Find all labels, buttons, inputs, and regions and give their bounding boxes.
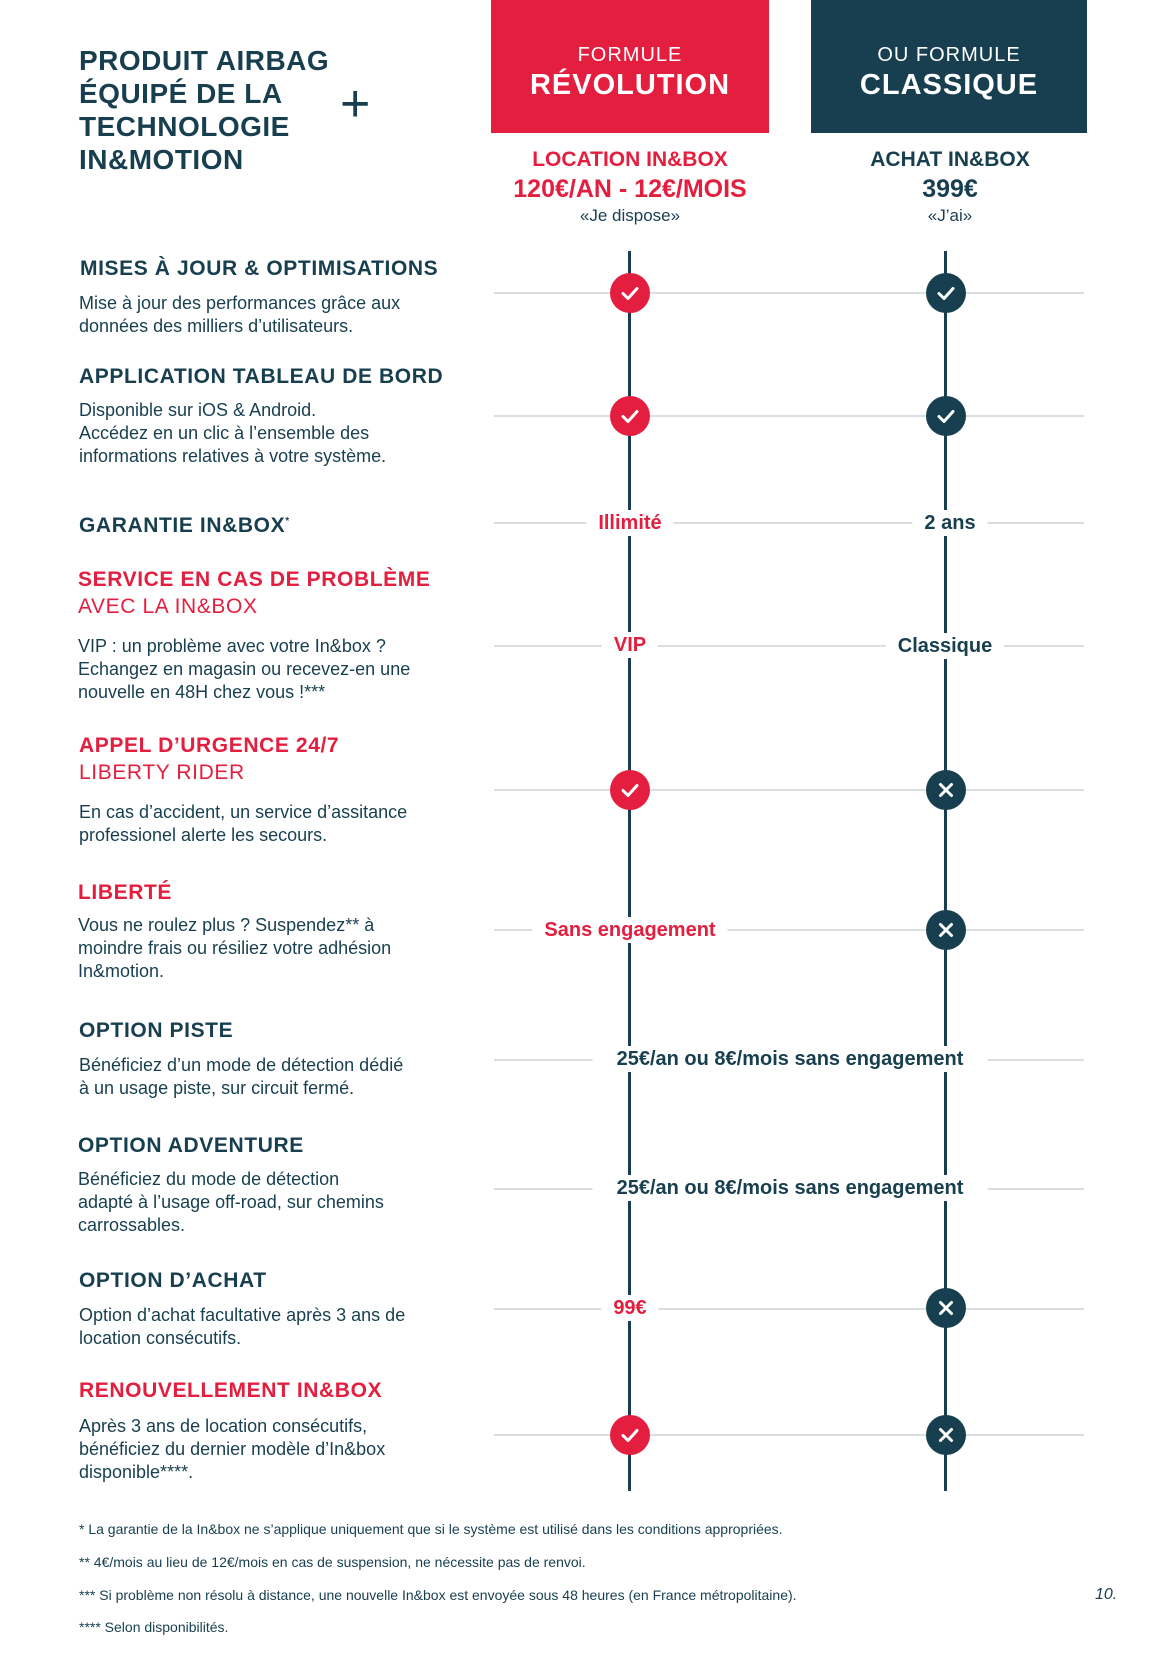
classique-price: 399€	[922, 175, 978, 203]
row-emergency-subtitle: LIBERTY RIDER	[79, 761, 245, 784]
revolution-price: 120€/AN - 12€/MOIS	[513, 175, 747, 203]
formule-revolution-name: RÉVOLUTION	[529, 68, 731, 101]
page-number: 10.	[1095, 1586, 1118, 1603]
classique-offer: ACHAT IN&BOX 399€ «J’ai»	[790, 146, 1110, 228]
check-circle-icon	[926, 396, 966, 436]
row-liberty-description: Vous ne roulez plus ? Suspendez** à moin…	[78, 915, 392, 981]
check-circle-icon	[610, 273, 650, 313]
row-liberty-title: LIBERTÉ	[78, 881, 173, 904]
row-adventure-title: OPTION ADVENTURE	[78, 1134, 304, 1157]
formule-classique-label: OU FORMULE	[877, 43, 1021, 66]
row-divider	[494, 789, 1084, 791]
row-service-subtitle: AVEC LA IN&BOX	[78, 595, 258, 618]
formule-classique-header: OU FORMULE CLASSIQUE	[811, 0, 1087, 133]
row-warranty-title-text: GARANTIE IN&BOX	[79, 514, 286, 537]
footnote-replacement: *** Si problème non résolu à distance, u…	[79, 1587, 797, 1603]
row-app-title: APPLICATION TABLEAU DE BORD	[79, 365, 444, 388]
row-divider	[494, 1434, 1084, 1436]
row-track-title: OPTION PISTE	[79, 1019, 234, 1042]
adventure-option-price: 25€/an ou 8€/mois sans engagement	[592, 1175, 988, 1201]
row-divider	[494, 292, 1084, 294]
cross-circle-icon	[926, 770, 966, 810]
revolution-offer-title: LOCATION IN&BOX	[532, 148, 728, 171]
row-purchase-title: OPTION D’ACHAT	[79, 1269, 267, 1292]
liberty-revolution-value: Sans engagement	[532, 917, 728, 943]
track-option-price: 25€/an ou 8€/mois sans engagement	[592, 1046, 988, 1072]
revolution-column-line	[628, 251, 631, 1491]
product-title: PRODUIT AIRBAG ÉQUIPÉ DE LA TECHNOLOGIE …	[79, 45, 330, 175]
cross-circle-icon	[926, 1288, 966, 1328]
row-divider	[494, 929, 1084, 931]
formule-revolution-label: FORMULE	[577, 43, 683, 66]
plus-icon: +	[340, 75, 371, 133]
row-app-description: Disponible sur iOS & Android. Accédez en…	[79, 400, 387, 466]
row-divider	[494, 415, 1084, 417]
row-service-title: SERVICE EN CAS DE PROBLÈME	[78, 568, 431, 591]
row-divider	[494, 1308, 1084, 1310]
check-circle-icon	[926, 273, 966, 313]
formule-classique-name: CLASSIQUE	[859, 68, 1039, 101]
check-circle-icon	[610, 1415, 650, 1455]
row-renewal-title: RENOUVELLEMENT IN&BOX	[79, 1379, 383, 1402]
service-revolution-value: VIP	[601, 632, 659, 658]
row-updates-description: Mise à jour des performances grâce aux d…	[79, 293, 401, 336]
row-divider	[494, 522, 1084, 524]
check-circle-icon	[610, 396, 650, 436]
row-purchase-description: Option d’achat facultative après 3 ans d…	[79, 1305, 406, 1348]
revolution-motto: «Je dispose»	[579, 206, 681, 225]
formule-revolution-header: FORMULE RÉVOLUTION	[491, 0, 769, 133]
row-service-description: VIP : un problème avec votre In&box ? Ec…	[78, 636, 411, 702]
footnote-warranty: * La garantie de la In&box ne s’applique…	[79, 1521, 783, 1537]
purchase-revolution-value: 99€	[601, 1295, 659, 1321]
classique-offer-title: ACHAT IN&BOX	[870, 148, 1030, 171]
warranty-revolution-value: Illimité	[586, 510, 674, 536]
row-adventure-description: Bénéficiez du mode de détection adapté à…	[78, 1169, 384, 1235]
footnote-marker: *	[285, 516, 290, 527]
row-renewal-description: Après 3 ans de location consécutifs, bén…	[79, 1416, 386, 1482]
row-divider	[494, 645, 1084, 647]
footnote-availability: **** Selon disponibilités.	[79, 1619, 229, 1635]
service-classique-value: Classique	[885, 633, 1005, 659]
check-circle-icon	[610, 770, 650, 810]
classique-motto: «J’ai»	[927, 206, 973, 225]
row-updates-title: MISES À JOUR & OPTIMISATIONS	[80, 257, 439, 280]
cross-circle-icon	[926, 910, 966, 950]
warranty-classique-value: 2 ans	[912, 510, 988, 536]
cross-circle-icon	[926, 1415, 966, 1455]
row-emergency-title: APPEL D’URGENCE 24/7	[79, 734, 340, 757]
row-warranty-title: GARANTIE IN&BOX*	[79, 509, 290, 539]
revolution-offer: LOCATION IN&BOX 120€/AN - 12€/MOIS «Je d…	[460, 146, 800, 228]
footnote-suspension: ** 4€/mois au lieu de 12€/mois en cas de…	[79, 1554, 586, 1570]
classique-column-line	[944, 251, 947, 1491]
row-emergency-description: En cas d’accident, un service d’assitanc…	[79, 802, 408, 845]
row-track-description: Bénéficiez d’un mode de détection dédié …	[79, 1055, 404, 1098]
